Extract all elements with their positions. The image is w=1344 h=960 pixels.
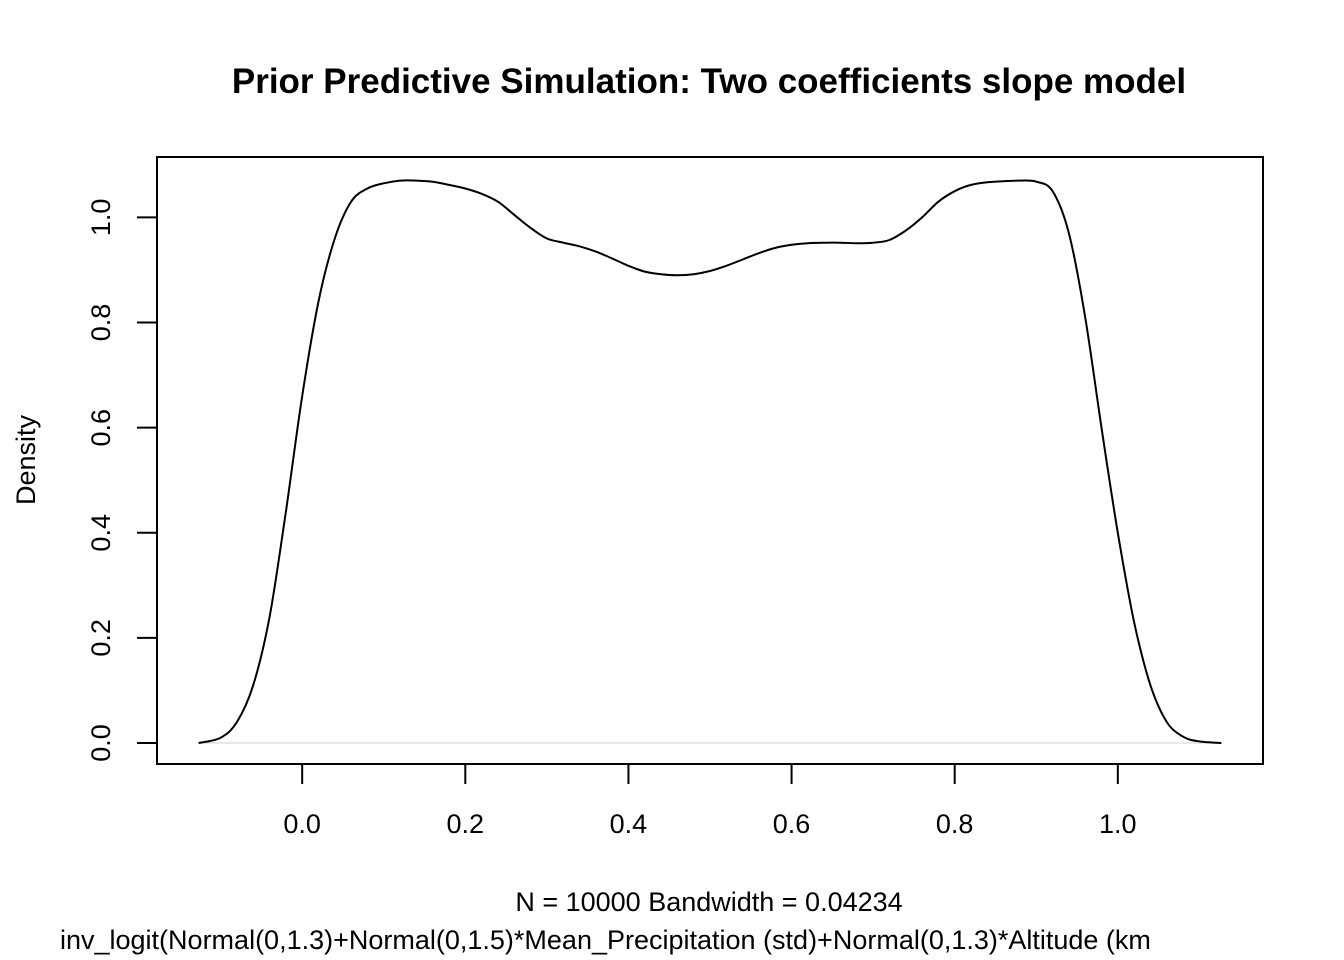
y-tick-label: 1.0 xyxy=(86,199,116,237)
x-axis: 0.0 0.2 0.4 0.6 0.8 1.0 xyxy=(283,763,1137,839)
y-tick-label: 0.4 xyxy=(86,514,116,552)
y-axis-label: Density xyxy=(11,414,41,505)
x-tick-label: 0.0 xyxy=(283,809,321,839)
y-axis: 0.0 0.2 0.4 0.6 0.8 1.0 xyxy=(86,199,158,762)
x-axis-label-stats: N = 10000 Bandwidth = 0.04234 xyxy=(515,887,902,917)
x-tick-label: 1.0 xyxy=(1099,809,1137,839)
plot-area xyxy=(198,179,1222,744)
x-axis-label-formula: inv_logit(Normal(0,1.3)+Normal(0,1.5)*Me… xyxy=(60,925,1151,955)
x-tick-label: 0.8 xyxy=(936,809,974,839)
y-tick-label: 0.0 xyxy=(86,724,116,762)
chart-title: Prior Predictive Simulation: Two coeffic… xyxy=(232,62,1186,101)
x-tick-label: 0.4 xyxy=(610,809,648,839)
density-curve xyxy=(198,179,1222,744)
plot-frame xyxy=(156,156,1264,765)
y-tick-label: 0.2 xyxy=(86,619,116,657)
x-tick-label: 0.2 xyxy=(447,809,485,839)
y-tick-label: 0.6 xyxy=(86,409,116,447)
x-tick-label: 0.6 xyxy=(773,809,811,839)
y-tick-label: 0.8 xyxy=(86,304,116,342)
